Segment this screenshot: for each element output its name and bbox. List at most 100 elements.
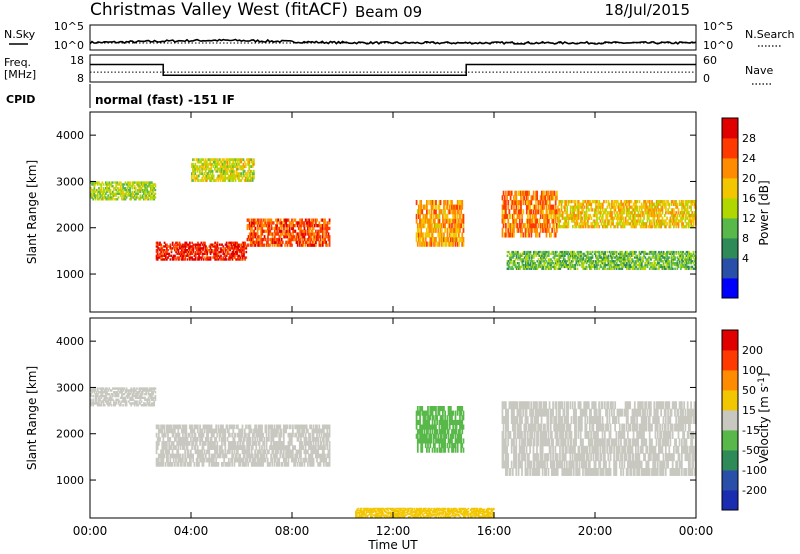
velocity-cell <box>156 441 159 446</box>
power-cell <box>603 222 605 226</box>
power-cell <box>292 235 294 239</box>
power-cell <box>244 258 246 261</box>
power-cell <box>197 252 199 256</box>
power-cell <box>546 250 549 254</box>
power-cell <box>279 240 282 244</box>
power-cell <box>682 225 684 229</box>
power-cell <box>267 224 269 228</box>
power-cell <box>634 262 636 265</box>
power-cell <box>612 205 614 209</box>
power-cell <box>609 267 612 270</box>
power-cell <box>316 224 318 228</box>
power-cell <box>106 181 108 184</box>
power-cell <box>267 221 269 225</box>
power-cell <box>678 202 681 206</box>
power-cell <box>597 250 600 254</box>
power-cell <box>440 209 443 215</box>
power-cell <box>556 213 558 220</box>
power-cell <box>96 196 99 199</box>
velocity-cell <box>101 391 104 394</box>
power-cell <box>595 256 597 259</box>
power-cell <box>92 198 95 201</box>
power-cell <box>663 219 666 223</box>
power-cell <box>686 200 689 204</box>
power-cell <box>547 265 550 269</box>
power-cell <box>545 223 548 229</box>
power-cell <box>645 225 648 229</box>
power-cell <box>675 262 678 265</box>
power-cell <box>598 200 601 204</box>
power-cell <box>102 190 105 194</box>
power-cell <box>580 211 582 215</box>
power-cell <box>94 194 97 197</box>
power-cell <box>452 218 455 224</box>
power-cell <box>227 252 229 256</box>
power-cell <box>192 245 195 248</box>
power-cell <box>684 258 687 261</box>
power-cell <box>566 216 569 220</box>
power-cell <box>452 241 455 247</box>
power-cell <box>572 216 574 220</box>
power-cell <box>162 245 165 248</box>
power-cell <box>285 232 288 236</box>
power-cell <box>171 258 174 261</box>
power-cell <box>94 181 97 184</box>
velocity-heatmap <box>90 387 697 518</box>
power-cell <box>560 254 563 257</box>
power-cell <box>305 218 308 222</box>
power-cell <box>531 195 534 201</box>
power-cell <box>275 218 277 222</box>
power-cell <box>569 216 572 220</box>
velocity-cell <box>216 445 219 450</box>
power-cell <box>575 213 578 218</box>
power-cell <box>316 232 318 236</box>
power-cell <box>247 158 249 162</box>
power-cell <box>184 256 187 259</box>
power-cell <box>260 221 262 225</box>
power-cell <box>108 196 111 199</box>
power-cell <box>137 196 139 199</box>
power-cell <box>605 200 608 204</box>
power-cell <box>237 247 240 250</box>
power-cell <box>212 243 214 246</box>
power-cell <box>549 267 551 270</box>
power-cell <box>237 254 240 257</box>
power-cell <box>545 209 548 215</box>
velocity-cell <box>171 441 174 446</box>
power-cell <box>220 243 222 246</box>
power-cell <box>170 250 173 254</box>
power-cell <box>263 221 266 225</box>
power-cell <box>598 202 601 206</box>
velocity-cell <box>199 432 201 438</box>
power-cell <box>562 258 565 261</box>
power-cell <box>289 240 292 244</box>
velocity-cell <box>218 428 221 434</box>
power-cell <box>598 260 601 263</box>
power-cell <box>562 262 565 265</box>
power-cell <box>136 194 138 197</box>
power-cell <box>686 208 689 212</box>
power-cell <box>595 208 597 212</box>
power-cell <box>185 249 188 252</box>
power-cell <box>131 183 134 186</box>
velocity-cell <box>178 437 181 442</box>
power-cell <box>234 160 237 164</box>
power-cell <box>546 213 549 220</box>
power-cell <box>539 204 542 210</box>
power-cell <box>531 256 534 259</box>
velocity-cell <box>161 441 164 446</box>
power-cell <box>589 265 592 269</box>
power-cell <box>201 167 204 171</box>
power-cell <box>179 250 182 254</box>
power-cell <box>229 258 232 261</box>
power-cell <box>250 224 252 228</box>
velocity-cell <box>163 453 166 459</box>
power-cell <box>198 249 200 252</box>
power-cell <box>611 262 613 265</box>
power-cell <box>632 222 635 226</box>
power-cell <box>580 250 582 254</box>
power-cell <box>582 225 585 229</box>
power-cell <box>155 245 158 248</box>
power-cell <box>568 252 571 256</box>
